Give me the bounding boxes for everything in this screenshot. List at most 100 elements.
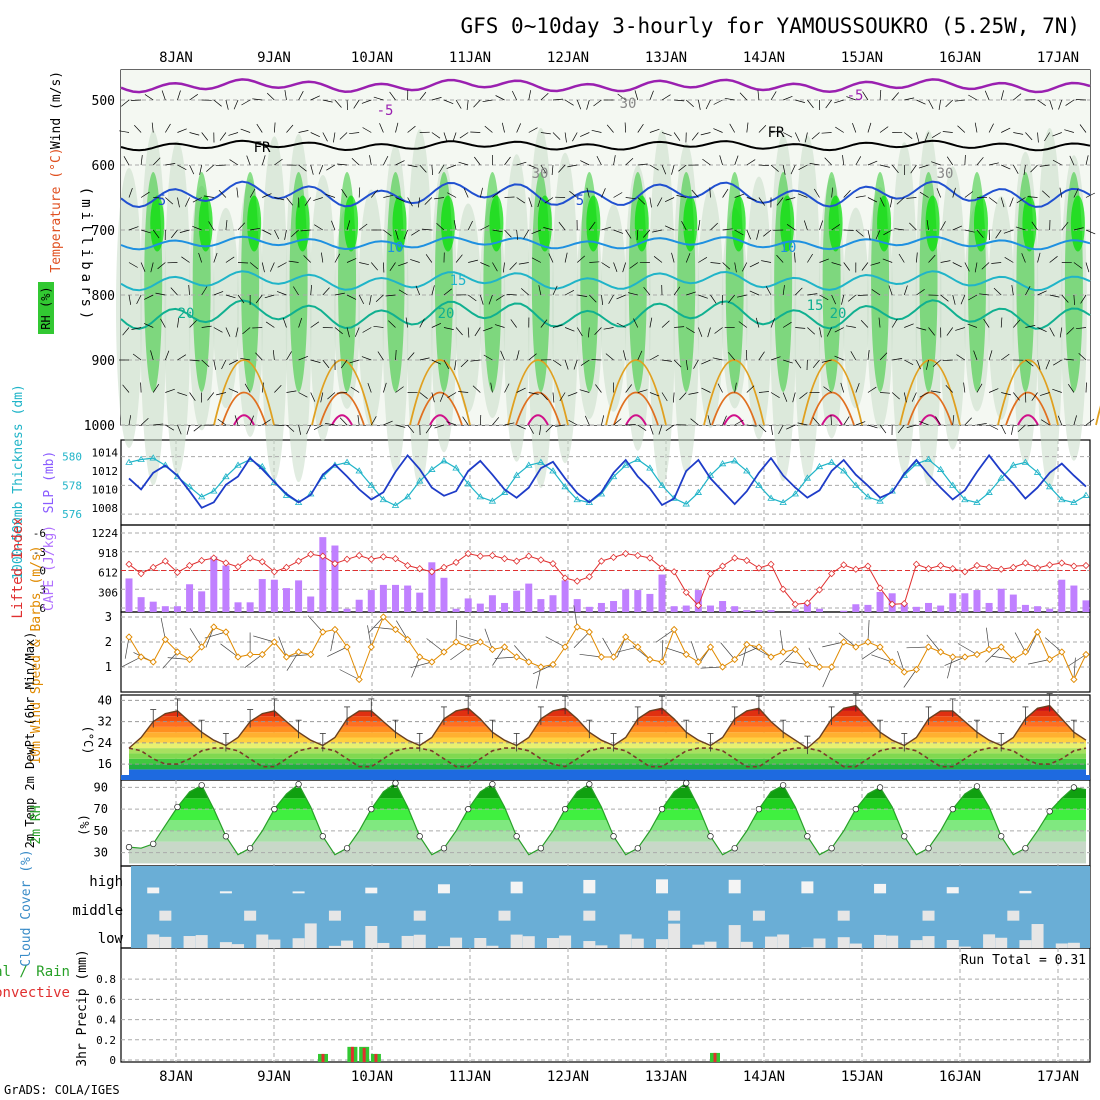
wind10m-point (609, 653, 618, 661)
wind-barb (761, 260, 772, 263)
rh-point (828, 845, 835, 852)
wind-barb (1037, 99, 1046, 106)
wind-barb (121, 99, 130, 107)
bottom-date-label: 9JAN (257, 1069, 291, 1085)
wind-barb (122, 327, 130, 336)
rh-point (634, 845, 641, 852)
cloud-middle (752, 910, 765, 921)
wind-barb (1001, 127, 1011, 133)
wind-barb (988, 123, 994, 133)
rh-shade-peak (780, 195, 795, 252)
rh-point (198, 782, 205, 789)
li-point (391, 555, 400, 563)
wind-barb (898, 253, 905, 263)
cloud-high (1019, 890, 1032, 894)
wind-barb (564, 132, 567, 143)
wind10m-point (694, 658, 702, 666)
cape-bar (295, 580, 303, 612)
wind-barb (1041, 419, 1050, 426)
wind-barb (1052, 388, 1062, 393)
warm-contour (723, 414, 745, 426)
wind-barb (405, 317, 408, 328)
thickness-point (670, 494, 678, 501)
thickness-label: 1000~500mb Thickness (dm) (11, 384, 26, 580)
wind-barb (155, 292, 166, 296)
wind-barb (165, 388, 175, 393)
warm-contour (703, 359, 765, 426)
cloud-middle (1007, 910, 1020, 921)
li-point (597, 557, 606, 565)
wind-barb (370, 416, 377, 426)
wind-barb (867, 386, 877, 393)
wind-barb (1075, 99, 1087, 101)
wind-barb (334, 99, 342, 108)
wind-barb (974, 122, 978, 133)
wind-barb (673, 132, 681, 141)
wind10m-barb (661, 639, 664, 663)
li-tick: 0 (39, 565, 46, 578)
wind-barb (407, 197, 413, 207)
wind-barb (160, 318, 166, 328)
wind10m-point (161, 635, 169, 644)
cape-bar (706, 605, 714, 612)
top-date-axis: 8JAN 9JAN 10JAN 11JAN 12JAN 13JAN 14JAN 15JAN 16… (159, 50, 1079, 66)
wind-barb (770, 356, 781, 361)
wind-barb (225, 294, 236, 299)
bottom-date-label: 16JAN (939, 1069, 981, 1085)
cloud-low (595, 945, 608, 948)
thickness-point (367, 481, 375, 488)
top-date-label: 9JAN (257, 50, 291, 66)
wind-barb (1037, 359, 1041, 370)
wind-barb (144, 294, 154, 300)
rh-point (174, 803, 181, 811)
wind-barb (613, 229, 624, 234)
wind-barb (770, 392, 780, 398)
bottom-date-label: 15JAN (841, 1069, 883, 1085)
thickness-point (973, 498, 981, 506)
cape-bar (210, 556, 218, 612)
wind-barb (664, 225, 675, 231)
wind-barb (256, 123, 263, 133)
rh-shade (455, 203, 482, 413)
wind-barb (349, 359, 360, 364)
thickness-point (840, 467, 848, 474)
wind-barb (216, 392, 226, 396)
cloud-high (728, 879, 741, 894)
thickness-point (125, 458, 133, 465)
wind-barb (705, 99, 711, 110)
cloud-low (219, 942, 232, 948)
wind-barb (462, 416, 469, 426)
wind-barb (274, 122, 276, 133)
li-point (573, 577, 581, 585)
cloud-low (183, 936, 196, 948)
wind-barb (199, 164, 203, 175)
wind-barb (395, 424, 406, 428)
li-point (997, 565, 1005, 573)
wind-barb (690, 418, 699, 426)
wind-barb (967, 323, 978, 328)
wind10m-barb (741, 644, 748, 666)
temp-band (129, 710, 1086, 717)
wind10m-point (367, 643, 375, 651)
cloud-low (365, 925, 378, 948)
wind-barb (495, 294, 505, 301)
cloud-middle (922, 910, 935, 921)
wind-barb (904, 323, 914, 328)
wind-barb (988, 229, 990, 241)
wind-barb (136, 294, 142, 305)
li-point (682, 588, 690, 596)
wind-barb (206, 164, 215, 172)
wind-barb (483, 354, 493, 361)
li-point (828, 570, 836, 578)
rh-point (343, 845, 351, 852)
pressure-tick: 1000 (84, 419, 115, 434)
wind-barb (467, 294, 477, 302)
wind-barb (616, 322, 626, 328)
thickness-point (355, 467, 363, 474)
thickness-point (573, 495, 581, 503)
wind-barb (770, 318, 775, 328)
li-point (343, 555, 351, 563)
wind-barb (1031, 221, 1038, 231)
wind-barb (782, 164, 786, 175)
li-point (258, 558, 266, 566)
